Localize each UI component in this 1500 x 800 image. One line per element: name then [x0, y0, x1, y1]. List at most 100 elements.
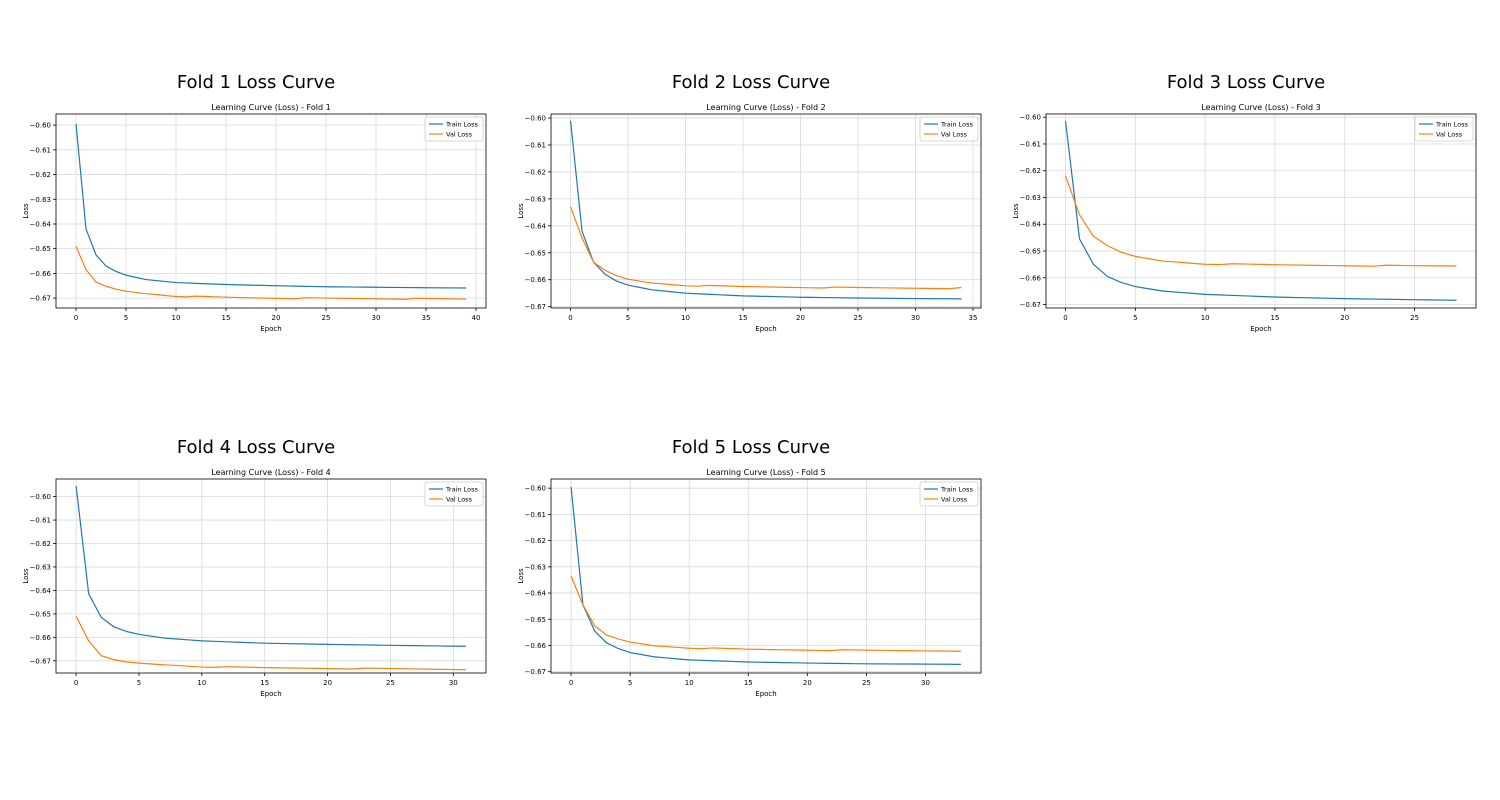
x-tick-label: 30	[911, 314, 920, 322]
y-tick-label: −0.65	[1020, 248, 1041, 256]
y-tick-label: −0.61	[525, 141, 546, 149]
x-tick-label: 10	[685, 679, 694, 687]
x-tick-label: 5	[137, 679, 141, 687]
x-tick-label: 25	[322, 314, 331, 322]
chart-title: Learning Curve (Loss) - Fold 1	[211, 103, 330, 112]
plot-frame	[550, 113, 982, 309]
y-tick-label: −0.64	[30, 220, 52, 228]
y-axis-label: Loss	[22, 203, 30, 219]
y-tick-label: −0.60	[30, 122, 51, 130]
x-axis-label: Epoch	[755, 690, 776, 698]
x-tick-label: 5	[124, 314, 128, 322]
legend-box	[919, 481, 979, 507]
y-tick-label: −0.63	[525, 563, 546, 571]
y-tick-label: −0.67	[30, 295, 51, 303]
x-tick-label: 20	[803, 679, 812, 687]
plot-frame	[550, 478, 982, 674]
x-tick-label: 10	[681, 314, 690, 322]
x-tick-label: 20	[1340, 314, 1349, 322]
legend-entry: Train Loss	[1435, 121, 1469, 129]
x-tick-label: 30	[921, 679, 930, 687]
plot-frame	[55, 478, 487, 674]
chart-title: Learning Curve (Loss) - Fold 3	[1201, 103, 1320, 112]
y-tick-label: −0.62	[1020, 167, 1041, 175]
legend-entry: Train Loss	[445, 486, 479, 494]
fold-5-panel: Fold 5 Loss Curve Learning Curve (Loss) …	[515, 425, 987, 710]
y-tick-label: −0.62	[525, 168, 546, 176]
fold-5-panel-title: Fold 5 Loss Curve	[671, 437, 831, 458]
fold-4-panel: Fold 4 Loss Curve Learning Curve (Loss) …	[20, 425, 492, 710]
legend: Train Loss Val Loss	[1414, 116, 1474, 142]
legend-box	[1414, 116, 1474, 142]
fold-3-panel-title: Fold 3 Loss Curve	[1166, 72, 1326, 93]
fold-5-chart: Learning Curve (Loss) - Fold 5 0 5 10 15 20 25…	[517, 468, 982, 698]
x-tick-label: 10	[197, 679, 206, 687]
y-tick-label: −0.67	[525, 668, 546, 676]
legend-entry: Val Loss	[1436, 131, 1463, 139]
x-tick-label: 25	[386, 679, 395, 687]
y-tick-label: −0.63	[1020, 194, 1041, 202]
fold-2-panel: Fold 2 Loss Curve Learning Curve (Loss) …	[515, 60, 987, 345]
y-axis-label: Loss	[517, 203, 525, 219]
x-tick-label: 15	[744, 679, 753, 687]
series-line-train-loss	[570, 486, 961, 665]
x-tick-label: 5	[626, 314, 630, 322]
x-axis-label: Epoch	[260, 325, 281, 333]
legend-box	[424, 481, 484, 507]
fold-3-panel: Fold 3 Loss Curve Learning Curve (Loss) …	[1010, 60, 1482, 345]
y-tick-label: −0.62	[30, 540, 51, 548]
y-tick-label: −0.65	[30, 245, 51, 253]
series-line-val-loss	[75, 245, 467, 300]
legend-entry: Val Loss	[941, 131, 968, 139]
fold-1-panel: Fold 1 Loss Curve Learning Curve (Loss) …	[20, 60, 492, 345]
y-tick-label: −0.61	[1020, 140, 1041, 148]
x-tick-label: 35	[968, 314, 977, 322]
y-tick-label: −0.60	[1020, 114, 1041, 122]
y-axis-label: Loss	[517, 568, 525, 584]
y-tick-label: −0.65	[525, 249, 546, 257]
x-tick-label: 15	[260, 679, 269, 687]
y-tick-label: −0.66	[30, 634, 52, 642]
legend-box	[424, 116, 484, 142]
y-tick-label: −0.66	[525, 642, 547, 650]
fold-2-panel-title: Fold 2 Loss Curve	[671, 72, 831, 93]
y-tick-label: −0.66	[525, 276, 547, 284]
legend-box	[919, 116, 979, 142]
legend-entry: Val Loss	[446, 496, 473, 504]
y-tick-label: −0.64	[525, 222, 547, 230]
y-tick-label: −0.61	[525, 511, 546, 519]
x-tick-label: 25	[854, 314, 863, 322]
x-tick-label: 25	[1410, 314, 1419, 322]
y-tick-label: −0.65	[30, 610, 51, 618]
x-tick-label: 0	[1063, 314, 1067, 322]
chart-title: Learning Curve (Loss) - Fold 4	[211, 468, 330, 477]
x-tick-label: 30	[372, 314, 381, 322]
y-tick-label: −0.67	[1020, 301, 1041, 309]
fold-2-chart: Learning Curve (Loss) - Fold 2 0 5 10 15 20 25…	[517, 103, 982, 333]
y-tick-label: −0.63	[525, 195, 546, 203]
x-tick-label: 30	[449, 679, 458, 687]
y-tick-label: −0.67	[30, 657, 51, 665]
series-line-train-loss	[75, 485, 466, 647]
x-tick-label: 10	[1201, 314, 1210, 322]
x-tick-label: 35	[422, 314, 431, 322]
y-tick-label: −0.64	[1020, 221, 1042, 229]
y-tick-label: −0.66	[30, 270, 52, 278]
y-tick-label: −0.66	[1020, 274, 1042, 282]
y-tick-label: −0.60	[525, 115, 546, 123]
y-tick-label: −0.64	[525, 590, 547, 598]
series-line-val-loss	[1064, 175, 1457, 267]
y-axis-label: Loss	[1012, 203, 1020, 219]
legend-entry: Train Loss	[940, 486, 974, 494]
series-line-train-loss	[1064, 121, 1457, 301]
x-axis-label: Epoch	[260, 690, 281, 698]
chart-title: Learning Curve (Loss) - Fold 5	[706, 468, 825, 477]
y-tick-label: −0.61	[30, 146, 51, 154]
fold-3-chart: Learning Curve (Loss) - Fold 3 0 5 10 15 20 25…	[1012, 103, 1477, 333]
legend-entry: Train Loss	[940, 121, 974, 129]
series-line-val-loss	[569, 206, 962, 290]
y-tick-label: −0.63	[30, 196, 51, 204]
plot-frame	[1045, 113, 1477, 309]
x-tick-label: 5	[628, 679, 632, 687]
y-axis-label: Loss	[22, 568, 30, 584]
